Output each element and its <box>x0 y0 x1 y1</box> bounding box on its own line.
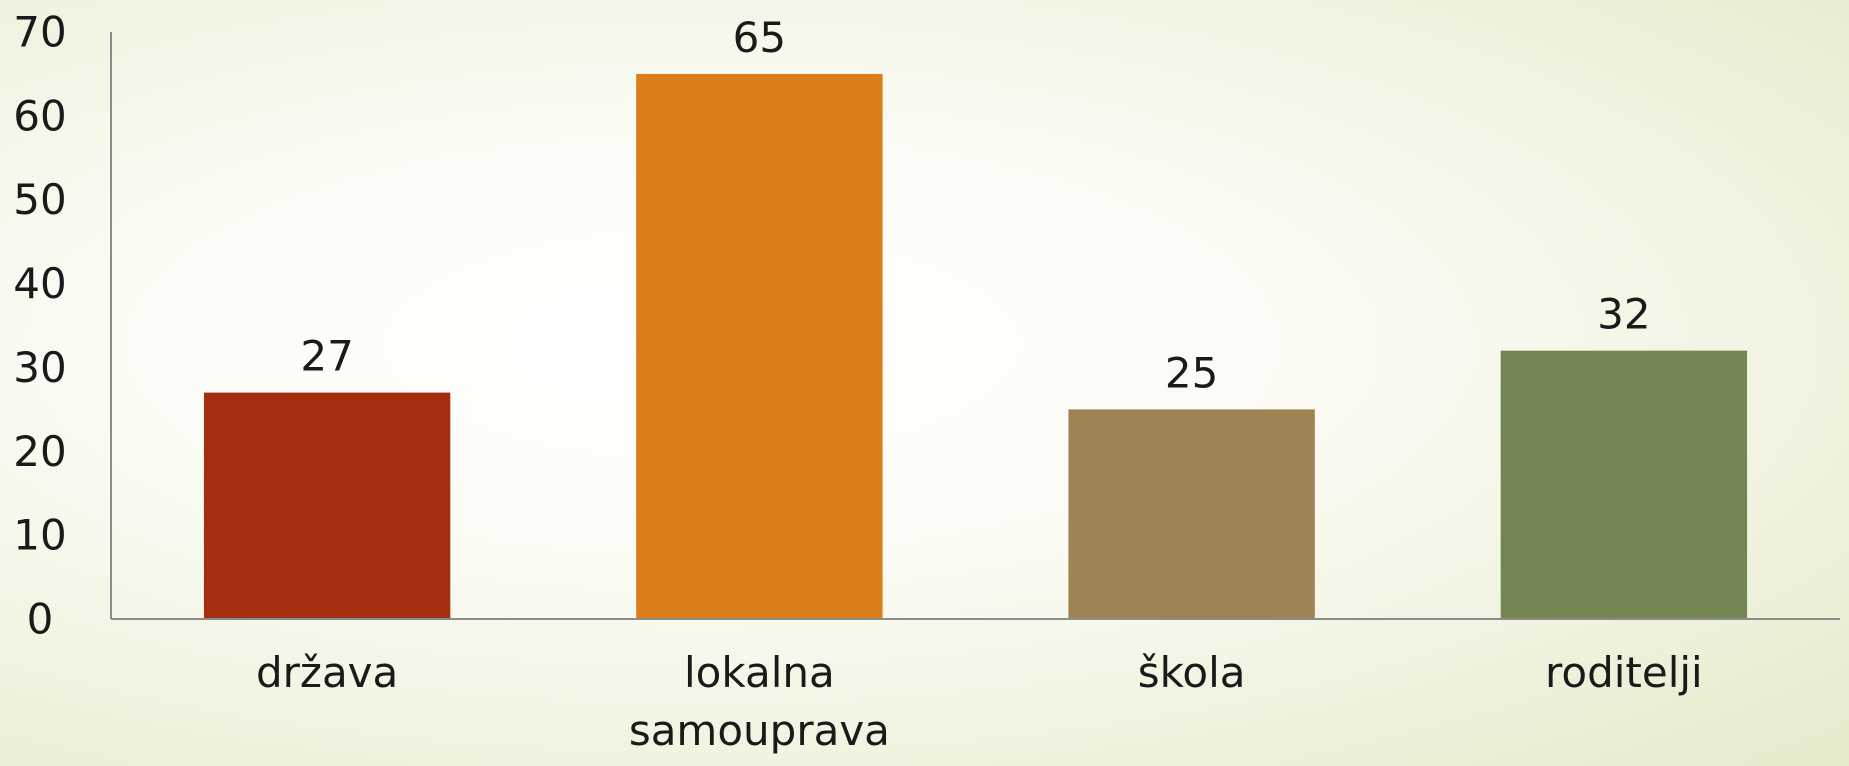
x-tick-label: lokalna samouprava <box>629 648 890 755</box>
data-labels: 27 65 25 32 <box>300 13 1650 397</box>
x-axis-categories: država lokalna samouprava škola roditelji <box>256 648 1703 755</box>
y-tick-label: 50 <box>13 175 66 224</box>
bar <box>203 392 451 619</box>
x-tick-label-line: škola <box>1138 648 1246 697</box>
bar <box>1500 350 1748 619</box>
x-tick-label: roditelji <box>1545 648 1703 697</box>
data-label: 25 <box>1165 348 1218 397</box>
x-tick-label-line: lokalna <box>684 648 835 697</box>
y-axis: 0 10 20 30 40 50 60 70 <box>13 8 66 644</box>
data-label: 27 <box>300 332 353 381</box>
data-label: 65 <box>733 13 786 62</box>
bar <box>636 73 883 619</box>
y-tick-label: 30 <box>13 343 66 392</box>
y-tick-label: 60 <box>13 91 66 140</box>
x-tick-label: škola <box>1138 648 1246 697</box>
y-tick-label: 40 <box>13 259 66 308</box>
bars <box>203 73 1748 619</box>
y-tick-label: 10 <box>13 511 66 560</box>
x-tick-label-line: roditelji <box>1545 648 1703 697</box>
x-tick-label-line: samouprava <box>629 706 890 755</box>
data-label: 32 <box>1597 290 1650 339</box>
x-tick-label: država <box>256 648 398 697</box>
y-tick-label: 20 <box>13 427 66 476</box>
y-tick-label: 0 <box>27 595 54 644</box>
y-tick-label: 70 <box>13 8 66 57</box>
bar <box>1068 409 1315 619</box>
x-tick-label-line: država <box>256 648 398 697</box>
